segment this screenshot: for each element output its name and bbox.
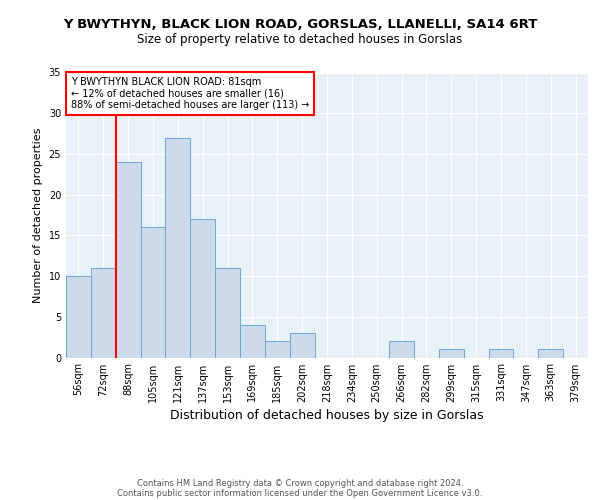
- Bar: [439, 350, 464, 358]
- Bar: [215, 268, 240, 358]
- Bar: [290, 333, 314, 357]
- Bar: [389, 341, 414, 357]
- Bar: [140, 227, 166, 358]
- Bar: [538, 350, 563, 358]
- Text: Y BWYTHYN BLACK LION ROAD: 81sqm
← 12% of detached houses are smaller (16)
88% o: Y BWYTHYN BLACK LION ROAD: 81sqm ← 12% o…: [71, 77, 310, 110]
- Bar: [240, 325, 265, 358]
- Bar: [488, 350, 514, 358]
- Bar: [166, 138, 190, 358]
- Text: Contains public sector information licensed under the Open Government Licence v3: Contains public sector information licen…: [118, 488, 482, 498]
- Bar: [66, 276, 91, 357]
- Bar: [116, 162, 140, 358]
- Y-axis label: Number of detached properties: Number of detached properties: [33, 128, 43, 302]
- Bar: [265, 341, 290, 357]
- Text: Size of property relative to detached houses in Gorslas: Size of property relative to detached ho…: [137, 32, 463, 46]
- Bar: [91, 268, 116, 358]
- X-axis label: Distribution of detached houses by size in Gorslas: Distribution of detached houses by size …: [170, 408, 484, 422]
- Text: Y BWYTHYN, BLACK LION ROAD, GORSLAS, LLANELLI, SA14 6RT: Y BWYTHYN, BLACK LION ROAD, GORSLAS, LLA…: [63, 18, 537, 30]
- Text: Contains HM Land Registry data © Crown copyright and database right 2024.: Contains HM Land Registry data © Crown c…: [137, 478, 463, 488]
- Bar: [190, 219, 215, 358]
